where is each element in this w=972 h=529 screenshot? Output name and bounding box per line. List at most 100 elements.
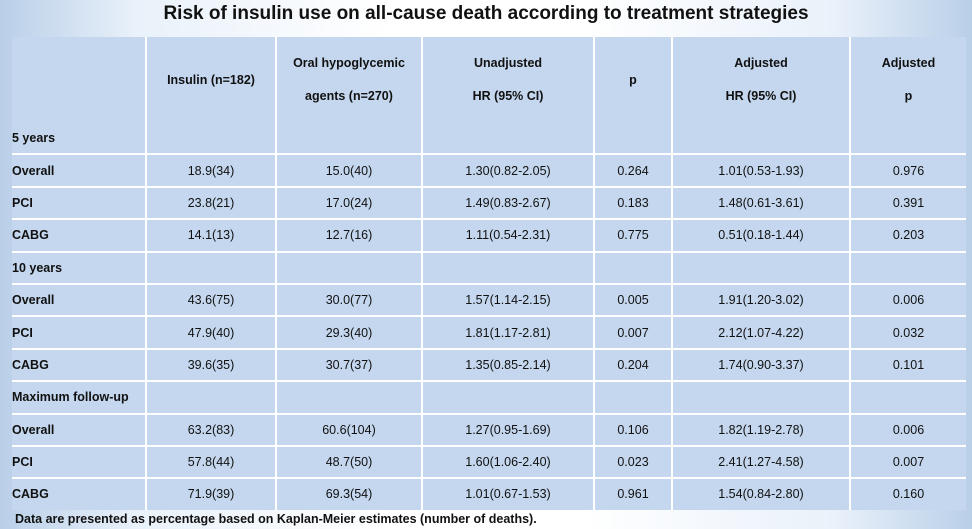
header-adjusted-p: Adjusted p bbox=[849, 37, 966, 123]
header-oral-line1: Oral hypoglycemic bbox=[293, 56, 405, 70]
table-row: PCI 57.8(44) 48.7(50) 1.60(1.06-2.40) 0.023 2… bbox=[12, 444, 966, 479]
oral-agents-cell: 17.0(24) bbox=[275, 185, 422, 220]
oral-agents-cell bbox=[275, 123, 422, 155]
adjusted-p-cell: 0.006 bbox=[849, 282, 966, 317]
p-value-cell bbox=[593, 123, 672, 155]
adjusted-hr-cell: 2.41(1.27-4.58) bbox=[671, 444, 850, 479]
row-label: CABG bbox=[12, 218, 146, 252]
unadjusted-hr-cell: 1.01(0.67-1.53) bbox=[421, 477, 594, 510]
oral-agents-cell bbox=[275, 250, 422, 284]
insulin-cell bbox=[145, 250, 276, 284]
results-table: Insulin (n=182) Oral hypoglycemic agents… bbox=[12, 37, 966, 510]
oral-agents-cell: 48.7(50) bbox=[275, 444, 422, 479]
p-value-cell: 0.204 bbox=[593, 347, 672, 382]
header-p-text: p bbox=[629, 73, 637, 87]
p-value-cell: 0.264 bbox=[593, 153, 672, 187]
row-label: CABG bbox=[12, 347, 146, 382]
adjusted-hr-cell: 1.48(0.61-3.61) bbox=[671, 185, 850, 220]
adjusted-hr-cell: 0.51(0.18-1.44) bbox=[671, 218, 850, 252]
table-row: Overall 18.9(34) 15.0(40) 1.30(0.82-2.05) 0.… bbox=[12, 153, 966, 187]
p-value-cell bbox=[593, 250, 672, 284]
oral-agents-cell: 15.0(40) bbox=[275, 153, 422, 187]
insulin-cell: 71.9(39) bbox=[145, 477, 276, 510]
adjusted-p-cell: 0.976 bbox=[849, 153, 966, 187]
header-adjp-line2: p bbox=[904, 89, 913, 103]
adjusted-hr-cell bbox=[671, 250, 850, 284]
adjusted-p-cell bbox=[849, 380, 966, 414]
adjusted-p-cell: 0.006 bbox=[849, 412, 966, 446]
p-value-cell: 0.023 bbox=[593, 444, 672, 479]
unadjusted-hr-cell: 1.35(0.85-2.14) bbox=[421, 347, 594, 382]
slide-title: Risk of insulin use on all-cause death a… bbox=[163, 3, 809, 24]
oral-agents-cell: 29.3(40) bbox=[275, 315, 422, 349]
adjusted-p-cell: 0.101 bbox=[849, 347, 966, 382]
adjusted-p-cell: 0.391 bbox=[849, 185, 966, 220]
adjusted-hr-cell: 1.74(0.90-3.37) bbox=[671, 347, 850, 382]
row-label: PCI bbox=[12, 315, 146, 349]
header-adj-line2: HR (95% CI) bbox=[725, 89, 797, 103]
table-row: PCI 47.9(40) 29.3(40) 1.81(1.17-2.81) 0.007 2… bbox=[12, 315, 966, 349]
header-empty bbox=[12, 37, 146, 123]
unadjusted-hr-cell bbox=[421, 380, 594, 414]
table-row: CABG 39.6(35) 30.7(37) 1.35(0.85-2.14) 0.204… bbox=[12, 347, 966, 382]
insulin-cell: 43.6(75) bbox=[145, 282, 276, 317]
unadjusted-hr-cell: 1.57(1.14-2.15) bbox=[421, 282, 594, 317]
oral-agents-cell bbox=[275, 380, 422, 414]
table-header-row: Insulin (n=182) Oral hypoglycemic agents… bbox=[12, 37, 966, 123]
insulin-cell bbox=[145, 123, 276, 155]
unadjusted-hr-cell: 1.81(1.17-2.81) bbox=[421, 315, 594, 349]
header-p: p bbox=[593, 37, 672, 123]
row-label: Overall bbox=[12, 412, 146, 446]
header-oral-agents: Oral hypoglycemic agents (n=270) bbox=[275, 37, 422, 123]
section-row: 5 years bbox=[12, 123, 966, 155]
footnote: Data are presented as percentage based o… bbox=[15, 512, 537, 526]
adjusted-p-cell: 0.007 bbox=[849, 444, 966, 479]
section-label: Maximum follow-up bbox=[12, 380, 146, 414]
adjusted-hr-cell: 1.91(1.20-3.02) bbox=[671, 282, 850, 317]
header-oral-line2: agents (n=270) bbox=[305, 89, 393, 103]
adjusted-hr-cell: 1.01(0.53-1.93) bbox=[671, 153, 850, 187]
table-row: CABG 71.9(39) 69.3(54) 1.01(0.67-1.53) 0.961… bbox=[12, 477, 966, 510]
unadjusted-hr-cell: 1.60(1.06-2.40) bbox=[421, 444, 594, 479]
unadjusted-hr-cell: 1.30(0.82-2.05) bbox=[421, 153, 594, 187]
p-value-cell: 0.106 bbox=[593, 412, 672, 446]
p-value-cell: 0.775 bbox=[593, 218, 672, 252]
unadjusted-hr-cell bbox=[421, 250, 594, 284]
insulin-cell: 39.6(35) bbox=[145, 347, 276, 382]
header-adjusted-hr: Adjusted HR (95% CI) bbox=[671, 37, 850, 123]
insulin-cell: 47.9(40) bbox=[145, 315, 276, 349]
section-label: 10 years bbox=[12, 250, 146, 284]
p-value-cell: 0.005 bbox=[593, 282, 672, 317]
p-value-cell: 0.007 bbox=[593, 315, 672, 349]
header-adjp-line1: Adjusted bbox=[881, 56, 936, 70]
header-unadjusted-hr: Unadjusted HR (95% CI) bbox=[421, 37, 594, 123]
adjusted-p-cell bbox=[849, 250, 966, 284]
adjusted-hr-cell: 1.82(1.19-2.78) bbox=[671, 412, 850, 446]
oral-agents-cell: 30.7(37) bbox=[275, 347, 422, 382]
unadjusted-hr-cell: 1.49(0.83-2.67) bbox=[421, 185, 594, 220]
oral-agents-cell: 30.0(77) bbox=[275, 282, 422, 317]
row-label: PCI bbox=[12, 444, 146, 479]
adjusted-hr-cell bbox=[671, 123, 850, 155]
row-label: CABG bbox=[12, 477, 146, 510]
table-body: 5 years Overall 18.9(34) 15.0(40) 1.30(0.82-… bbox=[12, 123, 966, 510]
header-insulin-text: Insulin (n=182) bbox=[167, 73, 255, 87]
p-value-cell: 0.961 bbox=[593, 477, 672, 510]
insulin-cell: 23.8(21) bbox=[145, 185, 276, 220]
p-value-cell: 0.183 bbox=[593, 185, 672, 220]
table-row: Overall 43.6(75) 30.0(77) 1.57(1.14-2.15) 0.… bbox=[12, 282, 966, 317]
adjusted-hr-cell: 1.54(0.84-2.80) bbox=[671, 477, 850, 510]
p-value-cell bbox=[593, 380, 672, 414]
insulin-cell: 14.1(13) bbox=[145, 218, 276, 252]
insulin-cell: 57.8(44) bbox=[145, 444, 276, 479]
table-row: CABG 14.1(13) 12.7(16) 1.11(0.54-2.31) 0.775… bbox=[12, 218, 966, 252]
adjusted-hr-cell: 2.12(1.07-4.22) bbox=[671, 315, 850, 349]
adjusted-hr-cell bbox=[671, 380, 850, 414]
section-label: 5 years bbox=[12, 131, 56, 146]
adjusted-p-cell: 0.160 bbox=[849, 477, 966, 510]
header-adj-line1: Adjusted bbox=[734, 56, 788, 70]
insulin-cell: 63.2(83) bbox=[145, 412, 276, 446]
row-label: Overall bbox=[12, 282, 146, 317]
insulin-cell bbox=[145, 380, 276, 414]
oral-agents-cell: 12.7(16) bbox=[275, 218, 422, 252]
